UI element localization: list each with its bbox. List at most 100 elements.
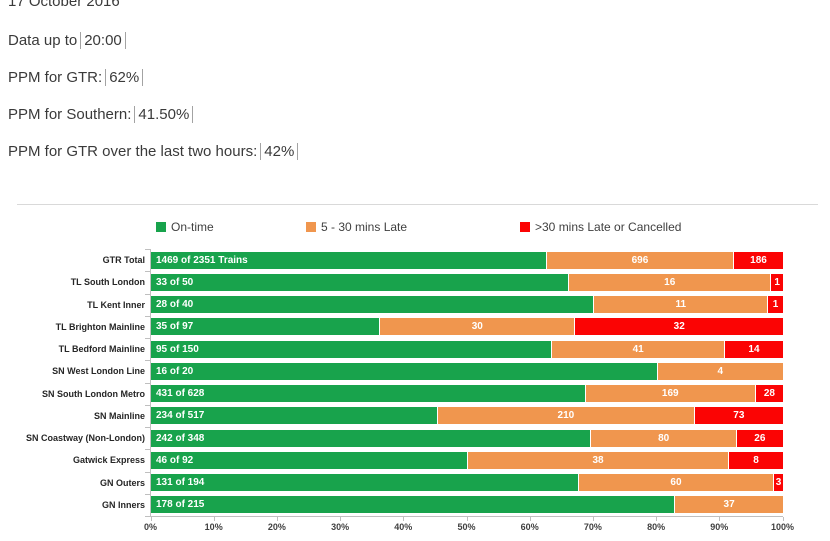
segment-value-label: 95 of 150 [156, 343, 199, 355]
segment-value-label: 1 [774, 276, 780, 288]
segment-value-label: 14 [748, 343, 760, 355]
report-line-ppm-gtr-two-hours: PPM for GTR over the last two hours: 42% [8, 143, 299, 160]
stacked-bar: 131 of 194 60 3 [151, 474, 783, 492]
segment-value-label: 1 [772, 299, 779, 311]
segment-value-label: 431 of 628 [156, 388, 205, 400]
x-tick-label: 100% [770, 522, 795, 532]
segment-value-label: 696 [631, 254, 649, 266]
segment-value-label: 210 [557, 410, 575, 422]
segment-value-label: 186 [750, 254, 767, 266]
segment-value-label: 242 of 348 [156, 432, 205, 444]
table-row: Gatwick Express 46 of 92 38 8 [17, 449, 783, 471]
x-tick-label: 60% [520, 522, 539, 532]
report-label: PPM for Southern: [8, 106, 132, 123]
bar-segment-late: 11 [593, 296, 768, 314]
category-axis-tick [145, 360, 151, 362]
stacked-bar: 35 of 97 30 32 [151, 318, 783, 336]
report-date: 17 October 2016 [8, 0, 120, 10]
bar-segment-on-time: 131 of 194 [151, 474, 578, 492]
segment-value-label: 16 of 20 [156, 365, 194, 377]
segment-value-label: 33 of 50 [156, 276, 194, 288]
category-label: SN South London Metro [42, 388, 145, 399]
report-line-data-up-to: Data up to 20:00 [8, 32, 126, 49]
bar-segment-on-time: 35 of 97 [151, 318, 380, 336]
ppm-southern-field[interactable]: 41.50% [134, 106, 194, 123]
legend-label: >30 mins Late or Cancelled [535, 220, 682, 234]
report-label: Data up to [8, 32, 78, 49]
stacked-bar: 28 of 40 11 1 [151, 296, 783, 314]
segment-value-label: 178 of 215 [156, 499, 205, 511]
stacked-bar: 234 of 517 210 73 [151, 407, 783, 425]
bar-rows: GTR Total 1469 of 2351 Trains 696 186 TL Sou… [17, 249, 783, 516]
segment-value-label: 28 of 40 [156, 299, 194, 311]
category-label: SN Mainline [93, 410, 145, 421]
segment-value-label: 30 [471, 321, 483, 333]
bar-segment-on-time: 178 of 215 [151, 496, 675, 514]
stacked-bar: 95 of 150 41 14 [151, 340, 783, 358]
ppm-gtr-field[interactable]: 62% [105, 69, 144, 86]
category-axis-tick [145, 293, 151, 295]
data-up-to-field[interactable]: 20:00 [80, 32, 126, 49]
table-row: SN South London Metro 431 of 628 169 28 [17, 383, 783, 405]
table-row: GN Inners 178 of 215 37 [17, 494, 783, 516]
x-tick-label: 40% [394, 522, 413, 532]
segment-value-label: 73 [733, 410, 745, 422]
x-tick-label: 80% [647, 522, 666, 532]
legend-item: On-time [156, 220, 214, 234]
bar-segment-late: 16 [568, 273, 771, 291]
bar-segment-on-time: 95 of 150 [151, 340, 552, 358]
bar-segment-cancelled: 1 [770, 273, 783, 291]
segment-value-label: 4 [717, 365, 724, 377]
segment-value-label: 32 [673, 321, 685, 333]
x-tick-label: 10% [204, 522, 223, 532]
bar-segment-cancelled: 3 [773, 474, 783, 492]
category-axis-tick [145, 271, 151, 273]
table-row: TL Bedford Mainline 95 of 150 41 14 [17, 338, 783, 360]
x-tick-label: 90% [710, 522, 729, 532]
segment-value-label: 131 of 194 [156, 477, 205, 489]
bar-segment-late: 30 [379, 318, 575, 336]
stacked-bar: 1469 of 2351 Trains 696 186 [151, 251, 783, 269]
bar-segment-cancelled: 8 [728, 451, 783, 469]
stacked-bar: 16 of 20 4 [151, 362, 783, 380]
ppm-gtr-two-hours-field[interactable]: 42% [260, 143, 299, 160]
stacked-bar: 46 of 92 38 8 [151, 451, 783, 469]
segment-value-label: 26 [754, 432, 766, 444]
x-tick-label: 70% [583, 522, 602, 532]
bar-segment-cancelled: 26 [735, 429, 783, 447]
report-line-ppm-gtr: PPM for GTR: 62% [8, 69, 144, 86]
stacked-bar: 431 of 628 169 28 [151, 385, 783, 403]
bar-segment-late: 169 [584, 385, 755, 403]
legend-swatch [520, 222, 530, 232]
category-axis-tick [145, 516, 151, 517]
segment-value-label: 8 [753, 454, 759, 466]
table-row: GTR Total 1469 of 2351 Trains 696 186 [17, 249, 783, 271]
value-axis-tick [276, 517, 278, 521]
category-axis-tick [145, 427, 151, 428]
segment-value-label: 234 of 517 [156, 410, 205, 422]
bar-segment-on-time: 16 of 20 [151, 362, 657, 380]
value-axis-tick [150, 517, 152, 521]
bar-segment-on-time: 46 of 92 [151, 451, 467, 469]
bar-segment-late: 696 [545, 251, 733, 269]
stacked-bar: 178 of 215 37 [151, 496, 783, 514]
category-label: SN Coastway (Non-London) [26, 433, 145, 444]
bar-segment-on-time: 431 of 628 [151, 385, 585, 403]
segment-value-label: 11 [675, 299, 687, 311]
value-axis-tick [529, 517, 531, 521]
stacked-bar: 33 of 50 16 1 [151, 273, 783, 291]
segment-value-label: 3 [775, 477, 782, 489]
segment-value-label: 169 [661, 388, 679, 400]
category-label: TL Brighton Mainline [55, 321, 145, 332]
bar-segment-on-time: 234 of 517 [151, 407, 438, 425]
value-axis-tick [403, 517, 405, 521]
x-tick-label: 30% [331, 522, 350, 532]
value-axis-tick [592, 517, 594, 521]
category-axis-tick [145, 449, 151, 451]
table-row: SN Coastway (Non-London) 242 of 348 80 26 [17, 427, 783, 449]
bar-segment-on-time: 28 of 40 [151, 296, 594, 314]
bar-segment-cancelled: 186 [732, 251, 783, 269]
bar-segment-cancelled: 1 [767, 296, 783, 314]
value-axis-tick [466, 517, 468, 521]
table-row: SN West London Line 16 of 20 4 [17, 360, 783, 382]
